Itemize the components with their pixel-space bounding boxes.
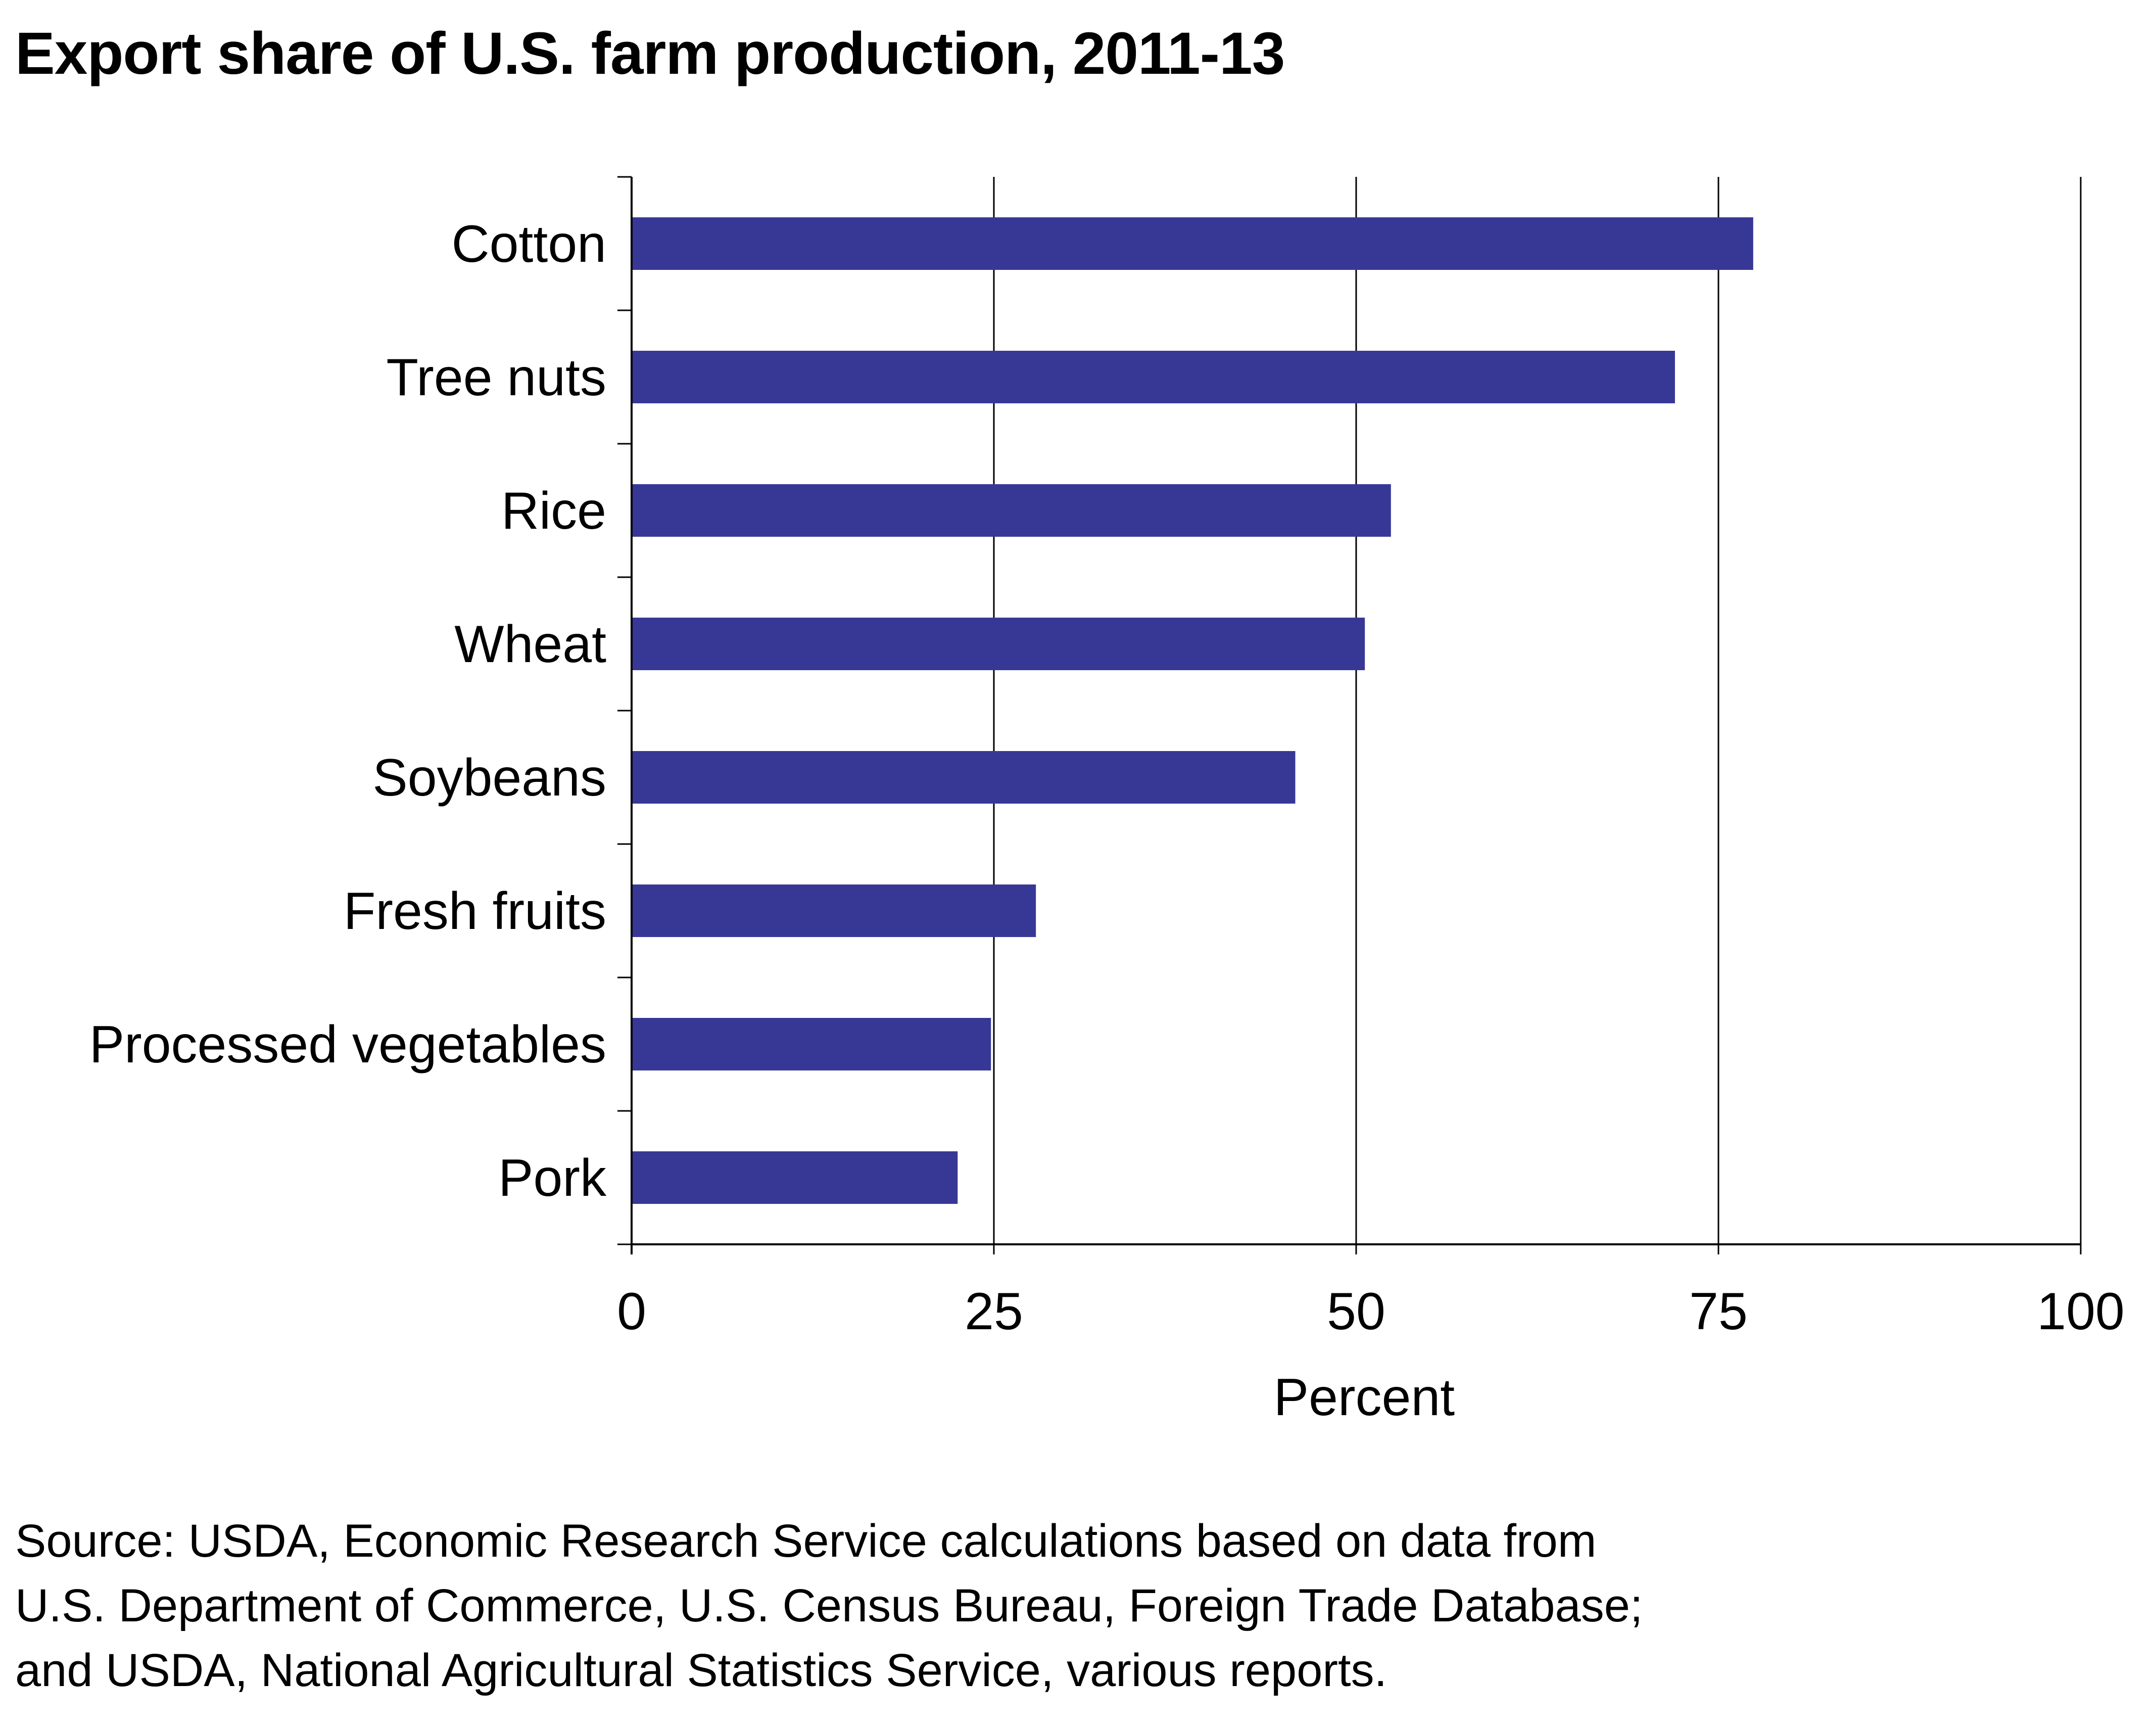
source-note: Source: USDA, Economic Research Service … xyxy=(15,1509,1643,1703)
bar xyxy=(632,351,1675,403)
axes xyxy=(617,176,2082,1254)
category-label: Tree nuts xyxy=(387,348,606,407)
bar xyxy=(632,884,1036,937)
bar xyxy=(632,618,1365,670)
bar xyxy=(632,1151,958,1204)
bar xyxy=(632,217,1753,270)
category-label: Cotton xyxy=(452,215,606,273)
x-tick-label: 75 xyxy=(1689,1282,1748,1341)
source-line: U.S. Department of Commerce, U.S. Census… xyxy=(15,1580,1643,1631)
category-labels: Cotton Tree nuts Rice Wheat Soybeans Fresh fr… xyxy=(89,215,607,1207)
bar xyxy=(632,1018,991,1070)
category-label: Rice xyxy=(501,482,606,540)
x-tick-label: 100 xyxy=(2037,1282,2125,1341)
x-tick-label: 25 xyxy=(965,1282,1023,1341)
category-label: Wheat xyxy=(454,615,606,674)
category-label: Processed vegetables xyxy=(89,1015,606,1074)
bar xyxy=(632,484,1391,537)
category-label: Soybeans xyxy=(372,749,606,807)
bar xyxy=(632,751,1296,804)
source-line: and USDA, National Agricultural Statisti… xyxy=(15,1645,1387,1696)
category-label: Pork xyxy=(498,1149,607,1207)
x-axis-title: Percent xyxy=(1274,1368,1455,1427)
bars xyxy=(632,217,1753,1204)
source-line: Source: USDA, Economic Research Service … xyxy=(15,1515,1597,1567)
x-tick-label: 0 xyxy=(617,1282,646,1341)
grid-lines xyxy=(993,177,2082,1244)
x-tick-label: 50 xyxy=(1327,1282,1385,1341)
chart-title: Export share of U.S. farm production, 20… xyxy=(15,20,1285,87)
category-label: Fresh fruits xyxy=(344,882,606,941)
x-tick-labels: 0 25 50 75 100 xyxy=(617,1282,2125,1341)
